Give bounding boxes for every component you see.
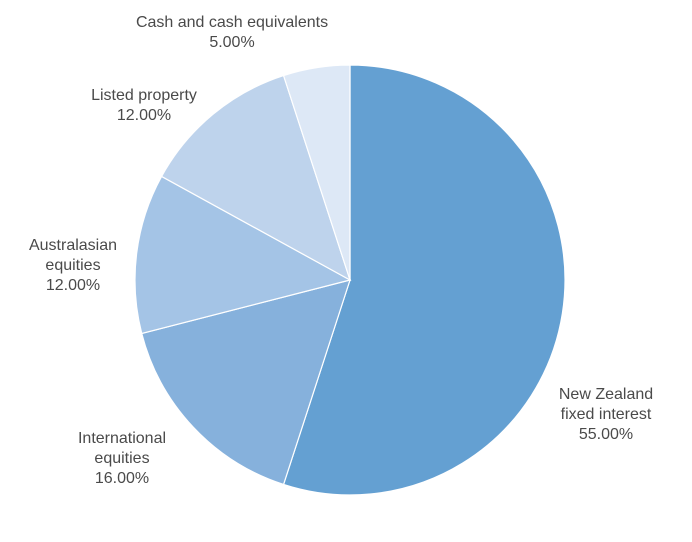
slice-value-label: 5.00% [209, 34, 254, 51]
pie-slice-cash-and-cash-equivalents [282, 64, 351, 281]
pie-slice-australasian-equities [134, 175, 352, 335]
pie-labels: New Zealand fixed interest 55.00% Internati… [29, 14, 653, 487]
slice-value-label: 16.00% [95, 470, 149, 487]
slice-name-line: fixed interest [561, 406, 652, 423]
slice-label-cash-and-cash-equivalents: Cash and cash equivalents 5.00% [136, 14, 328, 51]
pie-slice-listed-property [160, 74, 352, 282]
pie-slices [134, 64, 566, 496]
slice-value-label: 12.00% [46, 277, 100, 294]
slice-name-line: equities [45, 257, 100, 274]
slice-label-australasian-equities: Australasian equities 12.00% [29, 237, 117, 294]
slice-name-line: New Zealand [559, 386, 653, 403]
pie-slice-new-zealand-fixed-interest [282, 64, 566, 496]
slice-value-label: 55.00% [579, 426, 633, 443]
slice-name-line: Australasian [29, 237, 117, 254]
slice-name-line: International [78, 430, 166, 447]
slice-name-line: Listed property [91, 87, 197, 104]
slice-name-line: Cash and cash equivalents [136, 14, 328, 31]
slice-value-label: 12.00% [117, 107, 171, 124]
slice-label-new-zealand-fixed-interest: New Zealand fixed interest 55.00% [559, 386, 653, 443]
slice-name-line: equities [94, 450, 149, 467]
pie-slice-international-equities [141, 279, 351, 486]
slice-label-international-equities: International equities 16.00% [78, 430, 166, 487]
slice-label-listed-property: Listed property 12.00% [91, 87, 197, 124]
